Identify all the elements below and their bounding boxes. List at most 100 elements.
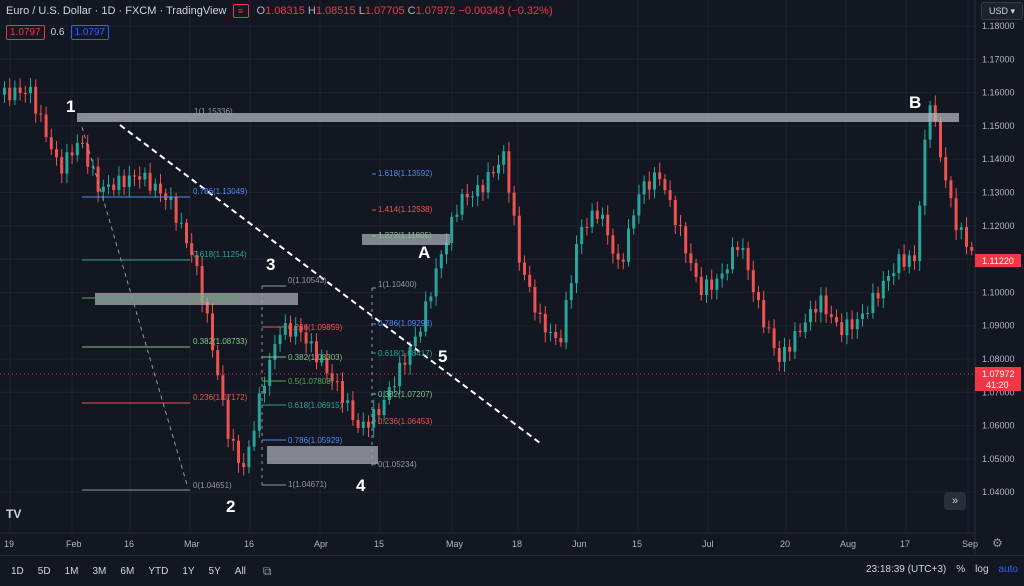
candle-body [8,87,12,101]
candle-body [564,300,568,343]
timeframe-button[interactable]: 6M [120,565,135,577]
timeframe-button[interactable]: All [234,565,246,577]
fib-label: 0.786(1.09293) [378,319,433,328]
market-closed-icon[interactable]: ≡ [232,4,249,18]
candle-body [959,227,963,231]
candle-body [928,105,932,140]
candle-body [632,215,636,229]
timeframe-button[interactable]: 5Y [208,565,221,577]
candle-body [627,228,630,262]
timeframe-button[interactable]: YTD [148,565,169,577]
candle-body [606,214,610,236]
candle-body [585,226,589,228]
candle-body [653,172,656,190]
time-tick: Sep [962,539,978,549]
candle-body [429,296,433,302]
candle-body [512,192,516,216]
candle-body [122,175,126,187]
candle-body [419,331,422,337]
zone-wave4[interactable] [267,446,378,464]
candle-body [575,244,578,284]
fib-retracement-1[interactable] [82,116,190,491]
candle-body [211,313,214,351]
settings-gear-icon[interactable]: ⚙ [992,536,1003,550]
symbol-title[interactable]: Euro / U.S. Dollar · 1D · FXCM · Trading… [6,5,227,17]
ohlc-values: O1.08315 H1.08515 L1.07705 C1.07972 −0.0… [257,5,553,17]
timeframe-button[interactable]: 5D [37,565,51,577]
candle-body [283,323,287,335]
fib-label: 1.618(1.13592) [378,169,433,178]
candle-body [715,278,719,290]
candle-body [835,317,838,323]
timeframe-button[interactable]: 1M [64,565,79,577]
wave-label-a: A [418,243,430,262]
sell-button[interactable]: 1.0797 [6,25,45,40]
candle-body [549,332,552,334]
currency-selector[interactable]: USD ▾ [981,2,1023,20]
resistance-zone-top[interactable] [77,113,959,122]
trendline-grey[interactable] [81,126,189,489]
symbol-name: Euro / U.S. Dollar [6,5,92,17]
candle-body [424,301,428,332]
candle-body [861,313,864,320]
timeframe-button[interactable]: 1Y [182,565,195,577]
candle-body [55,149,58,158]
percent-toggle[interactable]: % [956,564,966,575]
candle-body [242,462,246,468]
time-tick: 16 [244,539,254,549]
candle-body [315,341,318,363]
price-chart[interactable]: 1(1.15336) 0.786(1.13049) 0.618(1.11254)… [0,0,1024,555]
candle-body [897,254,901,273]
clock[interactable]: 23:18:39 (UTC+3) [865,564,947,575]
candle-body [663,179,667,191]
timeframe-button[interactable]: 1D [11,565,24,577]
candle-body [127,175,131,187]
tradingview-logo-icon[interactable]: TV [6,507,22,521]
interval[interactable]: 1D [101,5,116,17]
candle-body [294,325,298,337]
candle-body [668,190,672,200]
price-tick: 1.05000 [982,454,1015,464]
zone-mid-left[interactable] [95,293,298,305]
candle-body [923,139,927,206]
chart-header: Euro / U.S. Dollar · 1D · FXCM · Trading… [0,0,975,22]
candle-body [18,87,22,93]
timeframe-button[interactable]: 3M [92,565,107,577]
candle-body [481,185,485,193]
candle-body [559,337,563,343]
candle-body [543,313,547,333]
candle-body [101,186,105,192]
price-axis[interactable]: 1.18000 1.17000 1.16000 1.15000 1.14000 1.130… [974,0,1015,555]
candle-body [803,322,807,333]
candle-body [445,243,448,255]
candle-body [528,274,532,287]
wave-label-b: B [909,93,921,112]
candle-body [450,216,454,244]
wave-label-5: 5 [438,347,447,366]
time-tick: 19 [4,539,14,549]
price-tick: 1.15000 [982,121,1015,131]
candle-body [356,420,360,428]
fib-retracement-2[interactable] [262,285,286,486]
auto-toggle[interactable]: auto [998,564,1018,575]
wave-label-3: 3 [266,255,275,274]
price-tick: 1.17000 [982,54,1015,64]
candle-body [60,157,64,174]
candle-body [465,193,469,198]
candle-body [751,270,755,293]
fib-extension[interactable] [372,173,376,465]
wave-label-4: 4 [356,476,366,495]
candle-body [902,254,906,267]
candle-body [179,222,183,224]
candle-body [325,358,329,373]
buy-button[interactable]: 1.0797 [70,25,110,40]
candle-body [819,295,823,313]
zone-a[interactable] [362,234,450,245]
trendline-white[interactable] [119,124,541,444]
candle-body [403,362,407,365]
scroll-to-realtime-icon[interactable]: » [944,492,966,510]
date-range-icon[interactable]: ⧉ [262,563,272,578]
time-axis[interactable]: 19 Feb 16 Mar 16 Apr 15 May 18 Jun 15 Jul 20 Aug 17 Sep [0,532,978,549]
candle-body [138,176,142,180]
log-toggle[interactable]: log [975,564,989,575]
